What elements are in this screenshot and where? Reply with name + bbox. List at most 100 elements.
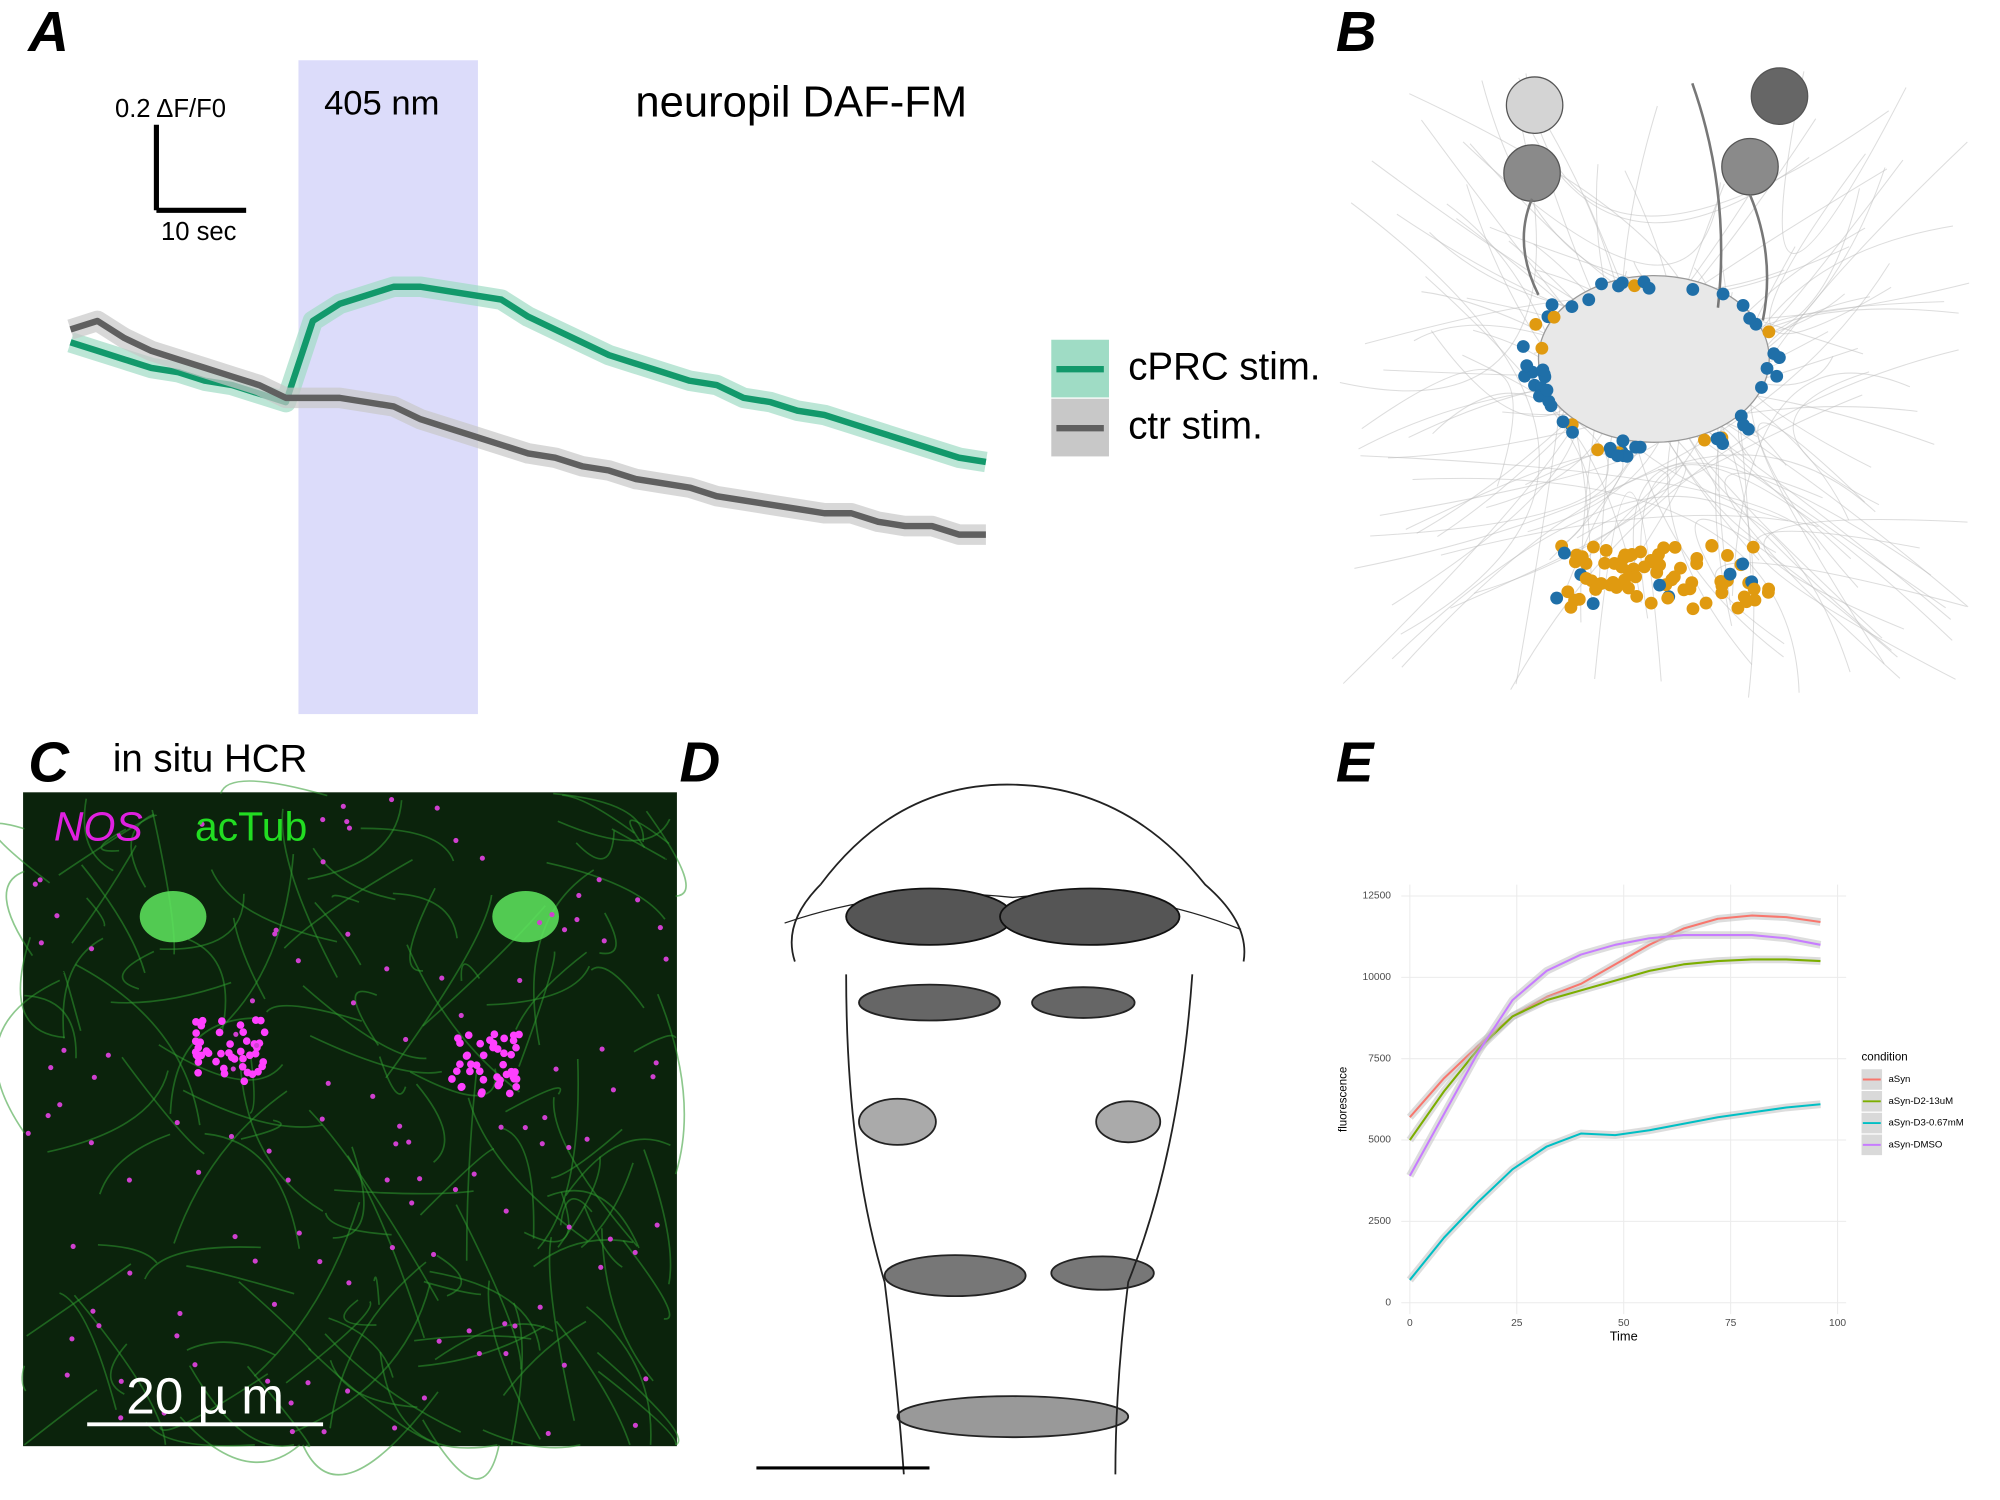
nos-signal xyxy=(344,819,350,825)
nos-signal xyxy=(265,1378,271,1384)
nos-signal xyxy=(345,931,351,937)
nos-signal xyxy=(503,1350,509,1357)
neuron-dot xyxy=(1610,581,1623,594)
nos-signal xyxy=(542,1115,548,1121)
stain-label: NOS xyxy=(54,803,143,849)
nos-signal xyxy=(598,1264,604,1270)
nos-signal xyxy=(464,1031,473,1040)
annotation: 405 nm xyxy=(324,84,439,122)
nos-signal xyxy=(561,1362,567,1368)
fiber xyxy=(422,1419,500,1480)
nos-signal xyxy=(467,1060,475,1069)
nos-signal xyxy=(650,1074,656,1080)
nos-signal xyxy=(561,927,568,933)
nos-signal xyxy=(393,1141,399,1147)
fiber xyxy=(385,894,493,1079)
neuron-dot xyxy=(1762,325,1776,339)
ciliary-band xyxy=(858,1097,937,1146)
nos-signal xyxy=(500,1049,508,1058)
fiber xyxy=(559,1198,593,1226)
fiber xyxy=(73,1294,167,1445)
nos-signal xyxy=(266,1148,272,1154)
nos-signal xyxy=(417,1176,423,1182)
panel-label: A xyxy=(26,0,69,63)
nos-signal xyxy=(54,913,60,919)
neuron-dot xyxy=(1747,582,1761,596)
fiber xyxy=(597,1370,677,1446)
nos-signal xyxy=(452,1067,461,1076)
nos-signal xyxy=(57,1102,63,1108)
nos-signal xyxy=(536,919,543,926)
nos-signal xyxy=(32,881,38,887)
neuron-dot xyxy=(1710,432,1724,446)
fiber xyxy=(392,892,458,939)
nos-signal xyxy=(479,1075,488,1084)
neuron-dot xyxy=(1518,369,1532,383)
fiber xyxy=(238,1281,312,1351)
neuron-dot xyxy=(1686,602,1700,616)
fiber xyxy=(329,1261,427,1429)
fiber xyxy=(465,1067,478,1261)
neuron-dot xyxy=(1547,310,1561,324)
neuron-dot xyxy=(1586,540,1600,554)
nos-signal xyxy=(236,1047,245,1056)
nos-signal xyxy=(192,1029,200,1037)
neurite xyxy=(1525,73,1890,217)
neuron-dot xyxy=(1566,425,1579,439)
nos-signal xyxy=(479,1051,488,1060)
neuron-dot xyxy=(1516,340,1530,353)
micrograph xyxy=(23,792,677,1447)
fiber xyxy=(378,1056,407,1095)
nos-signal xyxy=(38,940,44,946)
fiber xyxy=(486,965,591,1006)
fiber xyxy=(80,864,146,974)
panel-label: C xyxy=(28,731,70,794)
nos-signal xyxy=(192,1362,198,1368)
nos-signal xyxy=(452,1187,459,1193)
nos-signal xyxy=(88,946,95,952)
nos-signal xyxy=(285,1177,291,1183)
neurite xyxy=(1582,464,1687,582)
neuron-dot xyxy=(1767,347,1781,361)
fiber xyxy=(219,780,328,797)
eye xyxy=(1505,76,1564,134)
neuron-dot xyxy=(1616,434,1630,448)
nos-signal xyxy=(238,1062,247,1071)
fiber xyxy=(240,1119,282,1140)
nos-signal xyxy=(254,1042,260,1048)
nos-signal xyxy=(217,1049,225,1058)
fiber xyxy=(21,1365,27,1392)
fiber xyxy=(643,1149,672,1285)
nos-signal xyxy=(295,958,301,964)
series-line xyxy=(69,317,986,538)
fiber xyxy=(328,1317,394,1378)
nos-signal xyxy=(495,1080,504,1088)
neurite xyxy=(1792,371,1880,506)
nos-signal xyxy=(258,1062,266,1071)
fiber xyxy=(423,1280,482,1296)
fiber xyxy=(0,822,51,884)
nos-signal xyxy=(503,1208,509,1214)
ciliary-band xyxy=(883,1254,1027,1298)
neuron-dot xyxy=(1677,583,1691,597)
nos-signal xyxy=(596,877,602,883)
neuron-dot xyxy=(1686,283,1700,296)
nos-signal xyxy=(512,1082,521,1091)
fiber xyxy=(564,1138,671,1197)
nos-signal xyxy=(505,1089,514,1098)
nos-signal xyxy=(239,1054,247,1063)
nos-signal xyxy=(252,1258,258,1264)
neurite xyxy=(1724,472,1901,679)
nos-signal xyxy=(346,1280,352,1286)
nos-signal xyxy=(118,1378,124,1384)
fiber xyxy=(633,1034,677,1053)
nos-signal xyxy=(479,855,485,861)
fiber xyxy=(188,1365,295,1447)
nos-signal xyxy=(69,1336,75,1342)
neuron-dot xyxy=(1598,556,1612,570)
neuron-dot xyxy=(1599,544,1613,557)
nos-signal xyxy=(493,1045,502,1053)
fiber xyxy=(210,869,338,943)
nos-signal xyxy=(517,977,523,984)
fiber xyxy=(83,798,114,872)
